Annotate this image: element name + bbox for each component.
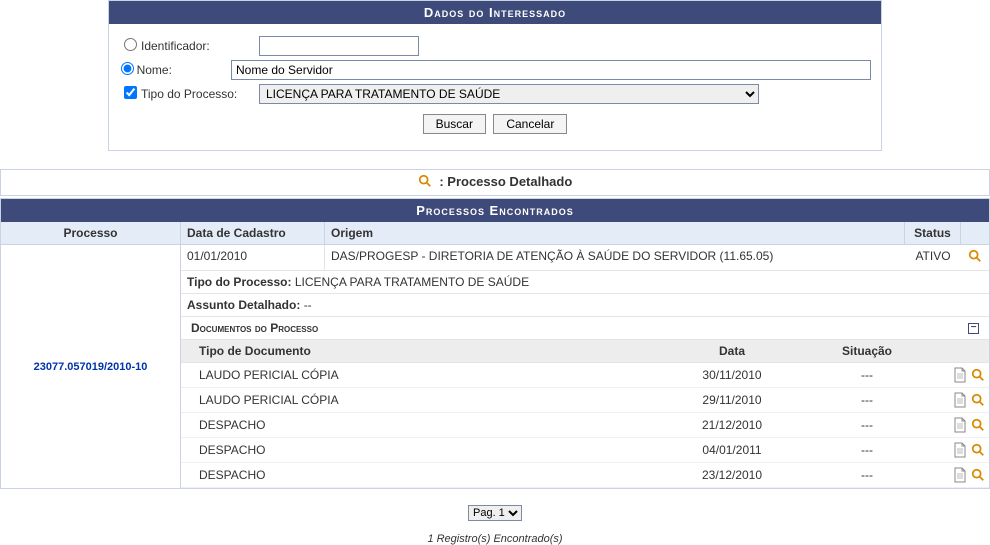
tipo-processo-select[interactable]: LICENÇA PARA TRATAMENTO DE SAÚDE bbox=[259, 84, 759, 104]
magnifier-icon bbox=[418, 176, 436, 191]
documento-row: DESPACHO04/01/2011--- bbox=[181, 438, 989, 463]
dth-tipo: Tipo de Documento bbox=[181, 340, 657, 362]
dth-data: Data bbox=[657, 340, 807, 362]
view-magnifier-icon[interactable] bbox=[971, 393, 985, 407]
view-magnifier-icon[interactable] bbox=[971, 468, 985, 482]
processos-title: Processos Encontrados bbox=[1, 199, 989, 222]
th-origem: Origem bbox=[325, 222, 905, 244]
documentos-title: Documentos do Processo bbox=[191, 321, 318, 335]
processos-panel: Processos Encontrados Processo Data de C… bbox=[0, 198, 990, 489]
processos-table-head: Processo Data de Cadastro Origem Status bbox=[1, 222, 989, 245]
th-action bbox=[961, 222, 989, 244]
tipo-label: Tipo do Processo: bbox=[187, 275, 291, 289]
tipo-processo-label: Tipo do Processo: bbox=[141, 87, 237, 101]
tipo-value: LICENÇA PARA TRATAMENTO DE SAÚDE bbox=[295, 275, 529, 289]
dados-interessado-panel: Dados do Interessado Identificador: Nome… bbox=[108, 0, 882, 151]
doc-data: 29/11/2010 bbox=[657, 388, 807, 412]
documento-row: LAUDO PERICIAL CÓPIA29/11/2010--- bbox=[181, 388, 989, 413]
legend-row: : Processo Detalhado bbox=[0, 169, 990, 196]
documento-row: DESPACHO23/12/2010--- bbox=[181, 463, 989, 488]
dados-interessado-title: Dados do Interessado bbox=[109, 1, 881, 24]
document-icon[interactable] bbox=[953, 392, 967, 408]
documento-row: LAUDO PERICIAL CÓPIA30/11/2010--- bbox=[181, 363, 989, 388]
doc-situacao: --- bbox=[807, 438, 927, 462]
cancelar-button[interactable]: Cancelar bbox=[493, 114, 567, 134]
processos-table-body: 23077.057019/2010-10 01/01/2010 DAS/PROG… bbox=[1, 245, 989, 488]
view-magnifier-icon[interactable] bbox=[971, 443, 985, 457]
assunto-label: Assunto Detalhado: bbox=[187, 298, 300, 312]
identificador-row: Identificador: bbox=[119, 36, 871, 56]
identificador-radio[interactable] bbox=[124, 38, 137, 51]
doc-tipo: LAUDO PERICIAL CÓPIA bbox=[181, 388, 657, 412]
td-cadastro: 01/01/2010 bbox=[181, 245, 325, 270]
documentos-header: Documentos do Processo − bbox=[181, 317, 989, 340]
tipo-processo-checkbox[interactable] bbox=[124, 86, 137, 99]
nome-radio[interactable] bbox=[121, 62, 134, 75]
pagination: Pag. 1 bbox=[0, 505, 990, 521]
nome-row: Nome: bbox=[119, 60, 871, 80]
doc-tipo: DESPACHO bbox=[181, 413, 657, 437]
doc-tipo: LAUDO PERICIAL CÓPIA bbox=[181, 363, 657, 387]
assunto-info: Assunto Detalhado: -- bbox=[181, 294, 989, 317]
document-icon[interactable] bbox=[953, 417, 967, 433]
th-processo: Processo bbox=[1, 222, 181, 244]
doc-tipo: DESPACHO bbox=[181, 463, 657, 487]
doc-data: 21/12/2010 bbox=[657, 413, 807, 437]
documentos-table-head: Tipo de Documento Data Situação bbox=[181, 340, 989, 363]
legend-text: : Processo Detalhado bbox=[439, 174, 572, 189]
view-magnifier-icon[interactable] bbox=[971, 418, 985, 432]
td-status: ATIVO bbox=[905, 245, 961, 270]
dth-situacao: Situação bbox=[807, 340, 927, 362]
documentos-body: LAUDO PERICIAL CÓPIA30/11/2010---LAUDO P… bbox=[181, 363, 989, 488]
doc-situacao: --- bbox=[807, 413, 927, 437]
processo-link[interactable]: 23077.057019/2010-10 bbox=[34, 361, 148, 373]
detail-magnifier-icon[interactable] bbox=[968, 252, 982, 266]
nome-label: Nome: bbox=[137, 63, 172, 77]
document-icon[interactable] bbox=[953, 467, 967, 483]
doc-situacao: --- bbox=[807, 388, 927, 412]
doc-data: 23/12/2010 bbox=[657, 463, 807, 487]
identificador-label: Identificador: bbox=[141, 39, 210, 53]
identificador-input[interactable] bbox=[259, 36, 419, 56]
assunto-value: -- bbox=[304, 298, 312, 312]
doc-tipo: DESPACHO bbox=[181, 438, 657, 462]
processo-main-row: 01/01/2010 DAS/PROGESP - DIRETORIA DE AT… bbox=[181, 245, 989, 271]
buscar-button[interactable]: Buscar bbox=[423, 114, 486, 134]
result-count: 1 Registro(s) Encontrado(s) bbox=[0, 533, 990, 545]
document-icon[interactable] bbox=[953, 367, 967, 383]
doc-situacao: --- bbox=[807, 463, 927, 487]
tipo-processo-info: Tipo do Processo: LICENÇA PARA TRATAMENT… bbox=[181, 271, 989, 294]
view-magnifier-icon[interactable] bbox=[971, 368, 985, 382]
td-origem: DAS/PROGESP - DIRETORIA DE ATENÇÃO À SAÚ… bbox=[325, 245, 905, 270]
th-cadastro: Data de Cadastro bbox=[181, 222, 325, 244]
processo-number-cell: 23077.057019/2010-10 bbox=[1, 245, 181, 488]
document-icon[interactable] bbox=[953, 442, 967, 458]
th-status: Status bbox=[905, 222, 961, 244]
doc-data: 30/11/2010 bbox=[657, 363, 807, 387]
pagination-select[interactable]: Pag. 1 bbox=[468, 505, 522, 521]
doc-situacao: --- bbox=[807, 363, 927, 387]
collapse-icon[interactable]: − bbox=[968, 323, 979, 334]
nome-input[interactable] bbox=[231, 60, 871, 80]
documento-row: DESPACHO21/12/2010--- bbox=[181, 413, 989, 438]
tipo-processo-row: Tipo do Processo: LICENÇA PARA TRATAMENT… bbox=[119, 84, 871, 104]
doc-data: 04/01/2011 bbox=[657, 438, 807, 462]
